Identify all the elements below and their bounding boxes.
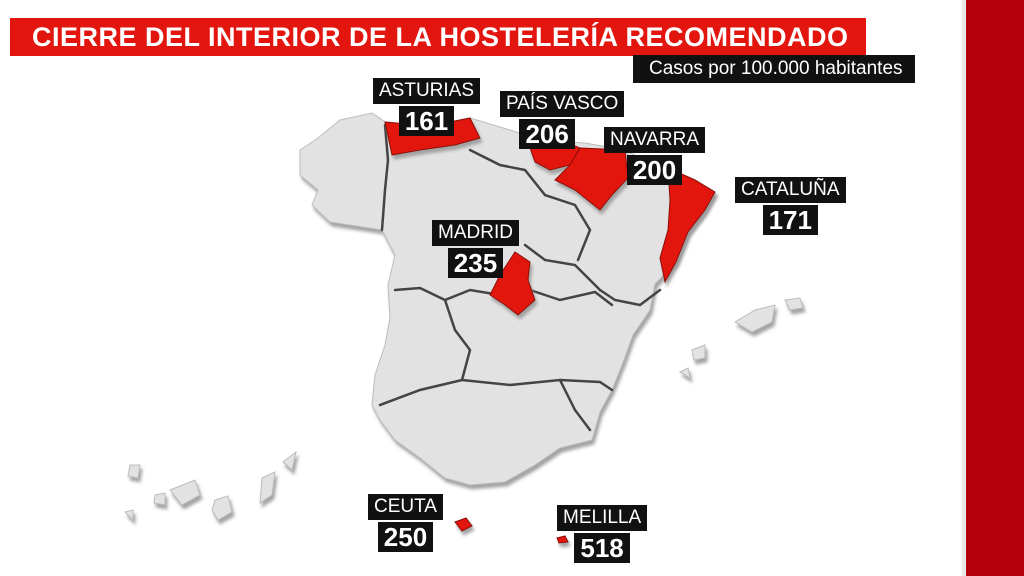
ceuta-shape [454, 517, 473, 532]
region-value: 235 [447, 248, 504, 278]
region-name: ASTURIAS [373, 78, 481, 104]
label-melilla: MELILLA 518 [557, 505, 648, 563]
melilla-shape [556, 535, 569, 544]
navarra-shape [554, 147, 629, 211]
cataluna-shape [659, 167, 716, 284]
region-borders [378, 123, 662, 432]
accent-bar [966, 0, 1024, 576]
region-value: 171 [762, 205, 818, 235]
region-name: CEUTA [368, 494, 443, 520]
accent-bar-edge [962, 0, 966, 576]
region-name: CATALUÑA [735, 177, 846, 203]
canary-islands [124, 450, 297, 522]
region-name: MADRID [432, 220, 519, 246]
region-value: 161 [398, 106, 455, 136]
label-madrid: MADRID 235 [432, 220, 519, 278]
region-value: 518 [574, 533, 630, 563]
region-name: MELILLA [557, 505, 648, 531]
label-ceuta: CEUTA 250 [368, 494, 443, 552]
region-name: NAVARRA [604, 127, 706, 153]
region-value: 200 [626, 155, 683, 185]
balearic-islands [678, 297, 804, 380]
label-pais-vasco: PAÍS VASCO 206 [500, 91, 625, 149]
label-cataluna: CATALUÑA 171 [735, 177, 846, 235]
page-title: CIERRE DEL INTERIOR DE LA HOSTELERÍA REC… [10, 18, 866, 56]
region-value: 206 [519, 119, 575, 149]
label-navarra: NAVARRA 200 [604, 127, 706, 185]
region-name: PAÍS VASCO [500, 91, 625, 117]
map-subtitle: Casos por 100.000 habitantes [633, 55, 915, 83]
label-asturias: ASTURIAS 161 [373, 78, 481, 136]
madrid-shape [489, 251, 536, 316]
region-value: 250 [377, 522, 434, 552]
